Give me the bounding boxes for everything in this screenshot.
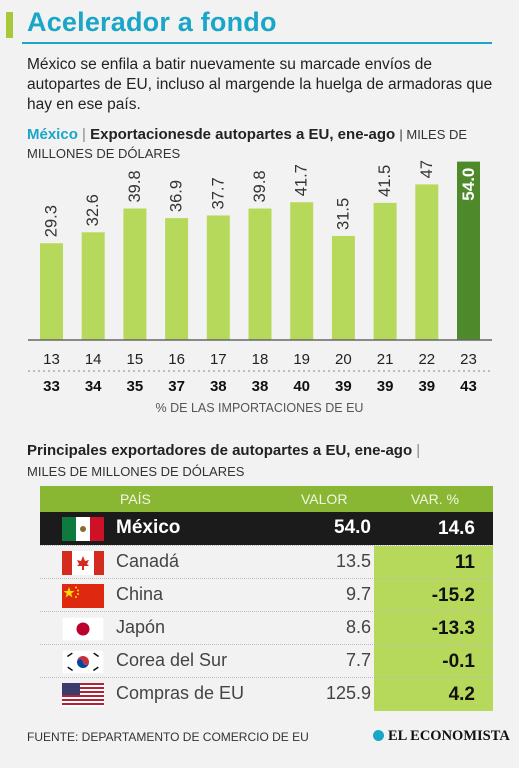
bar	[81, 232, 105, 340]
row-change: 14.6	[374, 512, 493, 545]
exporters-table: PAÍS VALOR VAR. % México 54.0 14.6 Canad…	[40, 486, 493, 711]
row-change: 11	[374, 546, 493, 579]
bar	[206, 215, 230, 340]
table-row: México 54.0 14.6	[40, 512, 493, 545]
source-note: FUENTE: DEPARTAMENTO DE COMERCIO DE EU	[27, 730, 309, 744]
table-heading: Principales exportadores de autopartes a…	[27, 441, 497, 481]
china-flag-icon	[62, 584, 104, 608]
row-country: Compras de EU	[116, 683, 245, 703]
row-value: 9.7	[345, 584, 371, 604]
x-tick-label: 14	[85, 351, 102, 368]
table-heading-separator: |	[416, 442, 421, 459]
table-row: Japón 8.6 -13.3	[40, 611, 493, 645]
chart-country: México	[27, 126, 78, 143]
table-row: Canadá 13.5 11	[40, 545, 493, 579]
x-tick-label: 22	[418, 351, 435, 368]
x-tick-label: 16	[168, 351, 185, 368]
row-change: -13.3	[374, 612, 493, 645]
import-share-label: 38	[210, 378, 227, 395]
import-share-label: 33	[43, 378, 60, 395]
row-country: México	[116, 517, 181, 538]
brand-name: EL ECONOMISTA	[388, 728, 510, 744]
row-change: -15.2	[374, 579, 493, 612]
row-country: Canadá	[116, 551, 180, 571]
intro-text: México se enfila a batir nuevamente su m…	[27, 56, 493, 113]
row-country: Corea del Sur	[116, 650, 228, 670]
table-unit: MILES DE MILLONES DE DÓLARES	[27, 464, 245, 479]
bar-value-label: 41.5	[376, 165, 394, 197]
import-share-label: 39	[377, 378, 394, 395]
bar	[457, 161, 480, 340]
brand-dot-icon	[373, 730, 384, 741]
bar-value-label: 37.7	[209, 177, 227, 209]
bar-value-label: 32.6	[84, 194, 102, 226]
row-country: Japón	[116, 617, 166, 637]
bar-value-label: 31.5	[334, 198, 352, 230]
chart-heading-separator: |	[82, 126, 86, 143]
col-country-header: PAÍS	[120, 491, 151, 507]
bar-value-label: 47.1	[418, 160, 436, 178]
bar	[123, 208, 147, 340]
table-row: China 9.7 -15.2	[40, 578, 493, 612]
x-tick-label: 23	[460, 351, 477, 368]
import-share-label: 43	[460, 378, 477, 395]
bar	[331, 235, 355, 340]
usa-flag-icon	[62, 683, 104, 707]
row-value: 54.0	[334, 517, 371, 538]
bar	[248, 208, 272, 340]
x-tick-label: 17	[210, 351, 227, 368]
import-share-label: 39	[418, 378, 435, 395]
bar-value-label: 39.8	[126, 170, 144, 202]
table-row: Compras de EU 125.9 4.2	[40, 677, 493, 711]
canada-flag-icon	[62, 551, 104, 575]
bar-value-label: 54.0	[459, 168, 478, 201]
x-tick-label: 20	[335, 351, 352, 368]
bar	[40, 243, 63, 340]
pct-axis-label: % DE LAS IMPORTACIONES DE EU	[155, 401, 364, 415]
bar	[290, 202, 314, 340]
title-underline	[22, 42, 492, 44]
bar-value-label: 36.9	[168, 180, 186, 212]
mexico-flag-icon	[62, 517, 104, 541]
page-title: Acelerador a fondo	[27, 7, 277, 37]
chart-unit: | MILES DE MILLONES DE DÓLARES	[27, 127, 468, 161]
col-value-header: VALOR	[301, 491, 348, 507]
x-tick-label: 15	[127, 351, 144, 368]
import-share-label: 34	[85, 378, 102, 395]
bar-chart: 29.3 13 33 32.6 14 34 39.8 15 35 36.9 16 37 37.7 17 38…	[28, 160, 492, 395]
row-value: 125.9	[325, 683, 371, 703]
table-row: Corea del Sur 7.7 -0.1	[40, 644, 493, 678]
japan-flag-icon	[62, 617, 104, 641]
title-accent-bar	[6, 12, 13, 38]
x-tick-label: 18	[252, 351, 269, 368]
table-header-row: PAÍS VALOR VAR. %	[40, 486, 493, 512]
x-tick-label: 21	[377, 351, 394, 368]
bar	[165, 218, 189, 340]
row-change: -0.1	[374, 645, 493, 678]
row-value: 13.5	[335, 551, 371, 571]
import-share-label: 37	[168, 378, 185, 395]
import-share-label: 35	[127, 378, 144, 395]
import-share-label: 39	[335, 378, 352, 395]
bar-value-label: 39.8	[251, 170, 269, 202]
row-value: 8.6	[345, 617, 371, 637]
row-value: 7.7	[345, 650, 371, 670]
bar	[415, 184, 439, 340]
bar	[373, 202, 397, 340]
south-korea-flag-icon	[62, 650, 104, 674]
chart-title: Exportacionesde autopartes a EU, ene-ago	[90, 126, 396, 143]
row-country: China	[116, 584, 164, 604]
x-tick-label: 13	[43, 351, 60, 368]
row-change: 4.2	[374, 678, 493, 711]
chart-heading: México | Exportacionesde autopartes a EU…	[27, 125, 497, 163]
bar-value-label: 29.3	[43, 205, 61, 237]
brand-logo: EL ECONOMISTA	[373, 728, 510, 745]
x-tick-label: 19	[293, 351, 310, 368]
title-row: Acelerador a fondo	[0, 6, 519, 42]
table-title: Principales exportadores de autopartes a…	[27, 442, 413, 459]
import-share-label: 38	[252, 378, 269, 395]
col-change-header: VAR. %	[411, 491, 459, 507]
bar-value-label: 41.7	[293, 164, 311, 196]
import-share-label: 40	[293, 378, 310, 395]
